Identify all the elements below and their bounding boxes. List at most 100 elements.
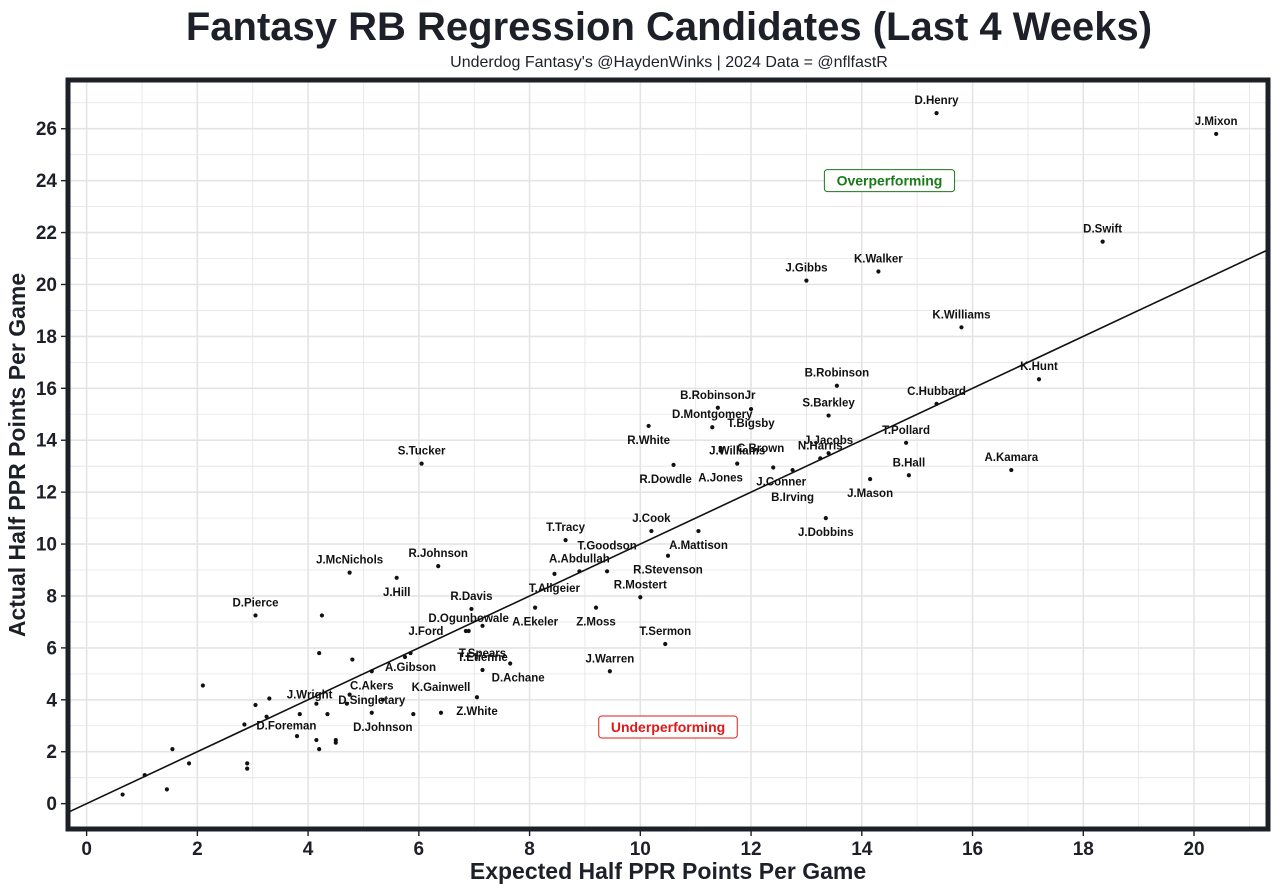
point-label: J.Hill (383, 587, 410, 599)
data-point (120, 792, 125, 797)
point-label: Z.Moss (576, 617, 616, 629)
y-tick-label: 18 (36, 327, 57, 348)
data-point (438, 710, 444, 715)
point-label: T.Etienne (457, 652, 507, 664)
data-point (735, 461, 740, 466)
data-point (419, 461, 424, 466)
data-point (593, 605, 599, 610)
y-tick-label: 4 (46, 690, 57, 711)
point-label: B.Irving (771, 492, 814, 504)
point-label: J.Conner (756, 476, 806, 488)
data-point (696, 528, 701, 534)
point-label: C.Hubbard (907, 386, 966, 398)
point-label: R.White (627, 435, 670, 447)
point-label: R.Mostert (614, 579, 667, 591)
data-point (317, 747, 322, 752)
data-point (474, 695, 480, 700)
data-point (1036, 377, 1042, 382)
data-point (317, 650, 322, 656)
data-point (577, 569, 582, 574)
point-labels: D.Henry J.Mixon D.Swift K.Walker J.Gibbs K.Wi… (232, 95, 1237, 734)
data-point (1214, 131, 1219, 137)
x-tick-label: 2 (192, 839, 203, 860)
data-point (826, 413, 831, 418)
data-point (267, 696, 272, 701)
data-point (242, 722, 247, 727)
data-point (463, 628, 468, 634)
data-point (790, 467, 795, 473)
point-label: A.Jones (698, 473, 743, 485)
point-label: D.Henry (914, 95, 959, 107)
point-label: D.Montgomery (672, 409, 753, 421)
point-label: R.Dowdle (639, 474, 691, 486)
data-point (665, 553, 671, 558)
point-label: T.Pollard (882, 425, 930, 437)
point-label: J.Cook (632, 513, 671, 525)
point-label: J.Jacobs (804, 435, 853, 447)
data-point (649, 528, 654, 534)
grid-lines (70, 82, 1266, 827)
data-point (906, 473, 911, 478)
data-point (264, 714, 269, 719)
point-label: D.Singletary (338, 695, 406, 707)
point-label: D.Achane (492, 672, 545, 684)
data-point (533, 605, 538, 610)
y-axis-title: Actual Half PPR Points Per Game (4, 273, 30, 637)
point-label: A.Abdullah (549, 553, 610, 565)
data-point (959, 325, 964, 330)
data-point (394, 575, 399, 580)
point-label: J.Gibbs (785, 263, 827, 275)
y-tick-label: 0 (46, 794, 57, 815)
data-point (868, 477, 873, 482)
annotation-box (598, 715, 738, 739)
data-point (771, 465, 776, 470)
data-point (552, 571, 557, 577)
data-point (325, 711, 330, 717)
data-point (380, 697, 385, 702)
data-point (718, 448, 723, 453)
point-label: J.Warren (585, 653, 634, 665)
point-label: K.Walker (854, 253, 903, 265)
point-label: K.Gainwell (412, 682, 471, 694)
data-point (170, 747, 175, 752)
data-points (120, 111, 1219, 797)
point-label: N.Harris (798, 440, 843, 452)
data-point (411, 711, 416, 717)
y-tick-label: 20 (36, 275, 57, 296)
y-tick-label: 12 (36, 483, 57, 504)
data-point (903, 440, 909, 445)
point-label: T.Allgeier (529, 583, 581, 595)
data-point (186, 761, 192, 766)
x-axis-ticks: 0 2 4 6 8 10 12 14 16 18 20 (81, 831, 1205, 860)
x-tick-label: 18 (1073, 839, 1094, 860)
y-tick-label: 22 (36, 223, 57, 244)
y-tick-label: 8 (46, 586, 57, 607)
point-label: D.Johnson (353, 722, 412, 734)
point-label: R.Stevenson (633, 565, 703, 577)
data-point (347, 692, 352, 697)
annotations: Overperforming Underperforming (598, 169, 956, 739)
point-label: T.Tracy (546, 522, 586, 534)
data-point (804, 278, 809, 283)
data-point (715, 405, 720, 410)
data-point (253, 613, 258, 618)
data-point (142, 772, 147, 778)
data-point (508, 661, 513, 666)
point-label: D.Swift (1083, 224, 1122, 236)
point-label: D.Pierce (232, 597, 278, 609)
chart-title: Fantasy RB Regression Candidates (Last 4… (186, 5, 1152, 49)
data-point (710, 425, 715, 430)
data-point (314, 737, 319, 743)
data-point (200, 683, 205, 688)
data-point (369, 669, 374, 674)
point-label: D.Ogunbowale (428, 613, 509, 625)
x-tick-label: 6 (414, 839, 425, 860)
point-label: R.Davis (450, 591, 492, 603)
data-point (604, 569, 610, 574)
point-label: T.Sermon (639, 626, 691, 638)
point-label: A.Mattison (669, 540, 728, 552)
data-point (245, 766, 250, 771)
data-point (671, 462, 676, 467)
x-tick-label: 14 (851, 839, 873, 860)
